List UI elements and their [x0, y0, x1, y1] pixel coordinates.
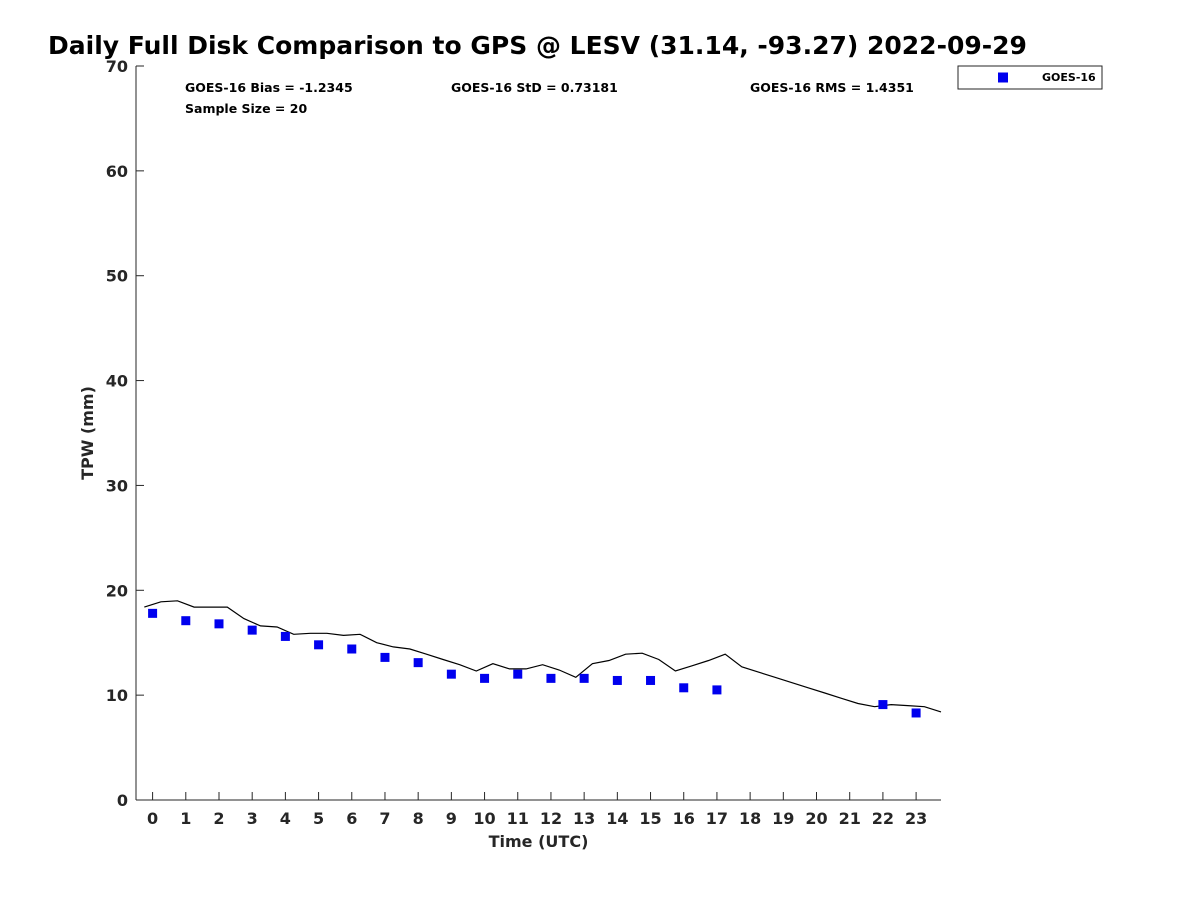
x-tick-label: 18	[739, 809, 761, 828]
x-tick-label: 23	[905, 809, 927, 828]
y-tick-label: 50	[106, 267, 128, 286]
x-tick-label: 10	[473, 809, 495, 828]
chart-title: Daily Full Disk Comparison to GPS @ LESV…	[48, 31, 1027, 60]
goes16-data-point	[314, 640, 324, 650]
x-tick-label: 13	[573, 809, 595, 828]
goes16-data-point	[513, 669, 523, 679]
goes16-data-point	[878, 700, 888, 710]
goes16-data-point	[612, 675, 622, 685]
goes16-data-point	[712, 685, 722, 695]
goes16-data-point	[148, 608, 158, 618]
x-tick-label: 19	[772, 809, 794, 828]
legend-label-goes16: GOES-16	[1042, 71, 1096, 84]
x-tick-label: 16	[673, 809, 695, 828]
x-tick-label: 6	[346, 809, 357, 828]
x-axis-ticks: 0 1 2 3 4 5 6 7 8 9 10 11 12 13 14 15 16 17 18 19 20 21 22 23	[147, 792, 927, 828]
goes16-data-point	[646, 675, 656, 685]
goes16-point-series	[148, 608, 921, 718]
x-axis-label: Time (UTC)	[489, 832, 589, 851]
goes16-data-point	[546, 673, 556, 683]
x-tick-label: 5	[313, 809, 324, 828]
std-annotation: GOES-16 StD = 0.73181	[451, 80, 618, 95]
x-tick-label: 17	[706, 809, 728, 828]
goes16-data-point	[181, 616, 191, 626]
x-tick-label: 12	[540, 809, 562, 828]
x-tick-label: 1	[180, 809, 191, 828]
goes16-data-point	[347, 644, 357, 654]
bias-annotation: GOES-16 Bias = -1.2345	[185, 80, 353, 95]
stats-annotations: GOES-16 Bias = -1.2345 GOES-16 StD = 0.7…	[185, 80, 914, 116]
x-tick-label: 20	[805, 809, 827, 828]
x-tick-label: 14	[606, 809, 628, 828]
goes16-data-point	[413, 658, 423, 668]
x-tick-label: 21	[839, 809, 861, 828]
goes16-data-point	[214, 619, 224, 629]
y-axis-ticks: 0 10 20 30 40 50 60 70	[106, 57, 144, 810]
goes16-data-point	[380, 652, 390, 662]
goes16-data-point	[280, 631, 290, 641]
x-tick-label: 22	[872, 809, 894, 828]
rms-annotation: GOES-16 RMS = 1.4351	[750, 80, 914, 95]
gps-line-series	[144, 600, 942, 713]
sample-size-annotation: Sample Size = 20	[185, 101, 307, 116]
y-axis-label: TPW (mm)	[78, 386, 97, 480]
x-tick-label: 0	[147, 809, 158, 828]
x-tick-label: 7	[379, 809, 390, 828]
y-tick-label: 60	[106, 162, 128, 181]
goes16-data-point	[446, 669, 456, 679]
x-tick-label: 3	[247, 809, 258, 828]
goes16-data-point	[579, 673, 589, 683]
y-tick-label: 30	[106, 476, 128, 495]
y-tick-label: 20	[106, 581, 128, 600]
gps-tpw-line	[144, 600, 942, 713]
goes16-data-point	[911, 708, 921, 718]
x-tick-label: 11	[507, 809, 529, 828]
y-tick-label: 70	[106, 57, 128, 76]
x-tick-label: 4	[280, 809, 291, 828]
legend: GOES-16	[957, 65, 1103, 90]
y-tick-label: 10	[106, 686, 128, 705]
x-tick-label: 9	[446, 809, 457, 828]
y-tick-label: 40	[106, 372, 128, 391]
x-tick-label: 8	[413, 809, 424, 828]
y-tick-label: 0	[117, 791, 128, 810]
goes16-data-point	[247, 625, 257, 635]
axes	[135, 66, 941, 801]
x-tick-label: 15	[639, 809, 661, 828]
x-tick-label: 2	[213, 809, 224, 828]
goes16-data-point	[480, 673, 490, 683]
legend-box	[957, 65, 1103, 90]
legend-marker-goes16	[998, 72, 1008, 83]
goes16-data-point	[679, 683, 689, 693]
